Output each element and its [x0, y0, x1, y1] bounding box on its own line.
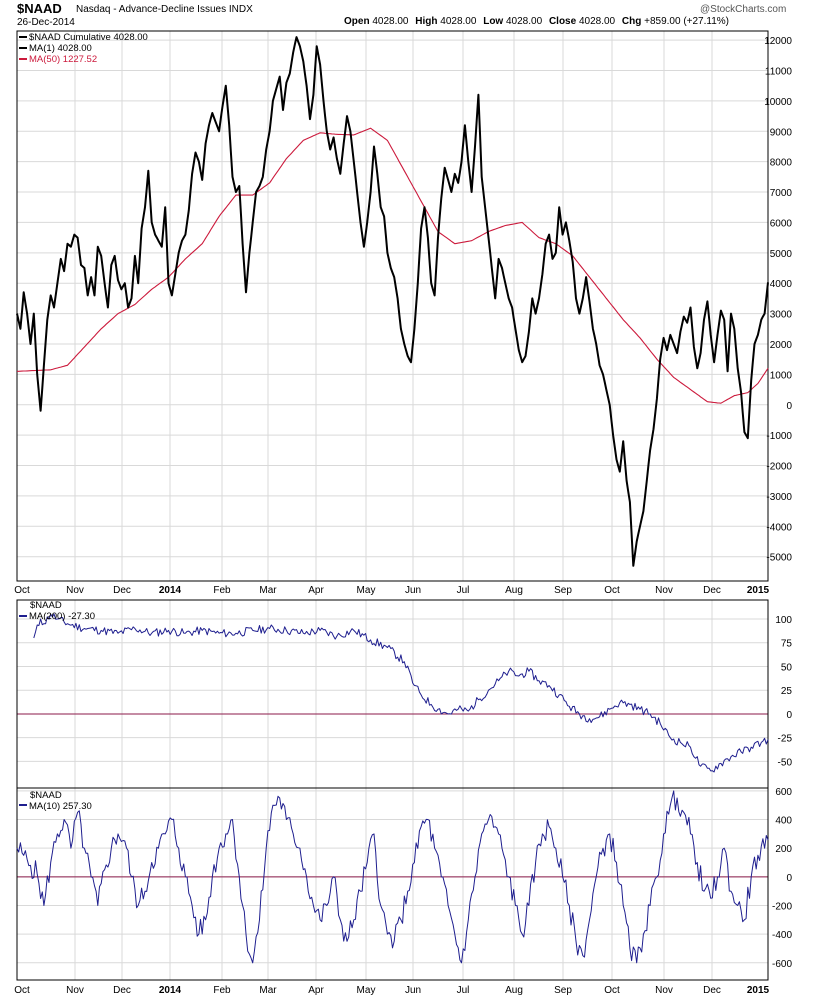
legend-label: $NAAD Cumulative 4028.00	[29, 32, 148, 43]
low-value: 4028.00	[506, 16, 543, 27]
open-label: Open	[344, 16, 370, 27]
legend-label: MA(50) 1227.52	[29, 54, 97, 65]
x-tick-label: Apr	[308, 585, 324, 596]
legend-label: MA(1) 4028.00	[29, 43, 92, 54]
y-tick-label: 0	[786, 873, 792, 884]
header-date: 26-Dec-2014	[17, 17, 75, 28]
x-tick-label: May	[357, 985, 376, 996]
y-tick-label: 400	[775, 816, 792, 827]
x-tick-label: Dec	[703, 985, 721, 996]
x-tick-label: Aug	[505, 985, 523, 996]
y-tick-label: 200	[775, 844, 792, 855]
x-tick-label: Feb	[213, 585, 231, 596]
y-tick-label: 100	[775, 615, 792, 626]
x-tick-label: Oct	[14, 985, 30, 996]
x-tick-label: Oct	[14, 585, 30, 596]
y-tick-label: -2000	[766, 462, 792, 473]
y-tick-label: 50	[781, 662, 793, 673]
main-panel-frame	[16, 30, 769, 582]
y-tick-label: -400	[772, 930, 792, 941]
y-tick-label: 600	[775, 787, 792, 798]
high-value: 4028.00	[440, 16, 477, 27]
y-tick-label: 12000	[764, 36, 792, 47]
y-tick-label: 2000	[770, 340, 793, 351]
ma50-line	[17, 127, 769, 404]
y-tick-label: 8000	[770, 158, 793, 169]
y-tick-label: -4000	[766, 522, 792, 533]
y-tick-label: -25	[778, 734, 793, 745]
y-tick-label: 6000	[770, 218, 793, 229]
y-tick-label: -50	[778, 757, 793, 768]
y-tick-label: -3000	[766, 492, 792, 503]
x-tick-label: Sep	[554, 985, 572, 996]
x-tick-label: Nov	[66, 585, 84, 596]
high-label: High	[415, 16, 438, 27]
y-tick-label: 7000	[770, 188, 793, 199]
bottom-panel-label: $NAAD	[30, 790, 62, 801]
y-tick-label: 0	[786, 401, 792, 412]
y-tick-label: 3000	[770, 310, 793, 321]
x-tick-label: 2015	[747, 585, 770, 596]
x-tick-label: Nov	[655, 585, 673, 596]
y-tick-label: 10000	[764, 97, 792, 108]
low-label: Low	[483, 16, 504, 27]
ma10-line	[16, 790, 769, 964]
open-value: 4028.00	[372, 16, 409, 27]
x-tick-label: May	[357, 585, 376, 596]
y-tick-label: 11000	[765, 67, 793, 78]
x-tick-label: Oct	[604, 985, 620, 996]
x-tick-label: Jul	[457, 585, 470, 596]
x-tick-label: Jun	[405, 985, 421, 996]
x-tick-label: 2015	[747, 985, 770, 996]
legend-label: MA(10) 257.30	[29, 801, 92, 812]
header-ohlc: Open 4028.00 High 4028.00 Low 4028.00 Cl…	[344, 16, 729, 27]
x-tick-label: Jul	[457, 985, 470, 996]
y-tick-label: 25	[781, 686, 793, 697]
header-watermark: @StockCharts.com	[700, 4, 787, 15]
y-tick-label: 1000	[770, 370, 793, 381]
x-tick-label: Oct	[604, 585, 620, 596]
y-tick-label: -200	[772, 901, 792, 912]
y-tick-label: 75	[781, 639, 793, 650]
x-tick-label: Dec	[113, 985, 131, 996]
x-tick-label: 2014	[159, 985, 182, 996]
header-description: Nasdaq - Advance-Decline Issues INDX	[76, 4, 253, 15]
y-tick-label: 0	[786, 710, 792, 721]
x-tick-label: Dec	[703, 585, 721, 596]
chg-label: Chg	[621, 16, 642, 27]
x-tick-label: Nov	[655, 985, 673, 996]
close-label: Close	[548, 16, 577, 27]
y-tick-label: -5000	[766, 553, 792, 564]
chg-value: +859.00 (+27.11%)	[644, 16, 730, 27]
x-tick-label: 2014	[159, 585, 182, 596]
x-tick-label: Apr	[308, 985, 324, 996]
x-tick-label: Sep	[554, 585, 572, 596]
y-tick-label: -600	[772, 959, 792, 970]
x-tick-label: Mar	[259, 985, 277, 996]
ma200-line	[33, 613, 769, 773]
y-tick-label: 9000	[770, 127, 793, 138]
x-tick-label: Nov	[66, 985, 84, 996]
cumulative-line	[16, 36, 769, 567]
bottom-panel-frame	[16, 787, 769, 981]
y-tick-label: 5000	[770, 249, 793, 260]
middle-panel-label: $NAAD	[30, 600, 62, 611]
x-tick-label: Jun	[405, 585, 421, 596]
y-tick-label: 4000	[770, 279, 793, 290]
x-tick-label: Mar	[259, 585, 277, 596]
x-tick-label: Feb	[213, 985, 231, 996]
x-tick-label: Aug	[505, 585, 523, 596]
legend-label: MA(200) -27.30	[29, 611, 95, 622]
header-symbol: $NAAD	[17, 1, 62, 16]
close-value: 4028.00	[578, 16, 616, 27]
x-tick-label: Dec	[113, 585, 131, 596]
y-tick-label: -1000	[766, 431, 792, 442]
